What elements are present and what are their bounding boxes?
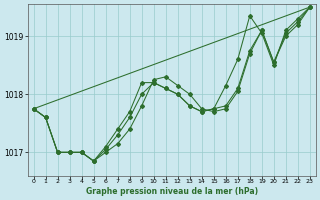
X-axis label: Graphe pression niveau de la mer (hPa): Graphe pression niveau de la mer (hPa): [86, 187, 258, 196]
